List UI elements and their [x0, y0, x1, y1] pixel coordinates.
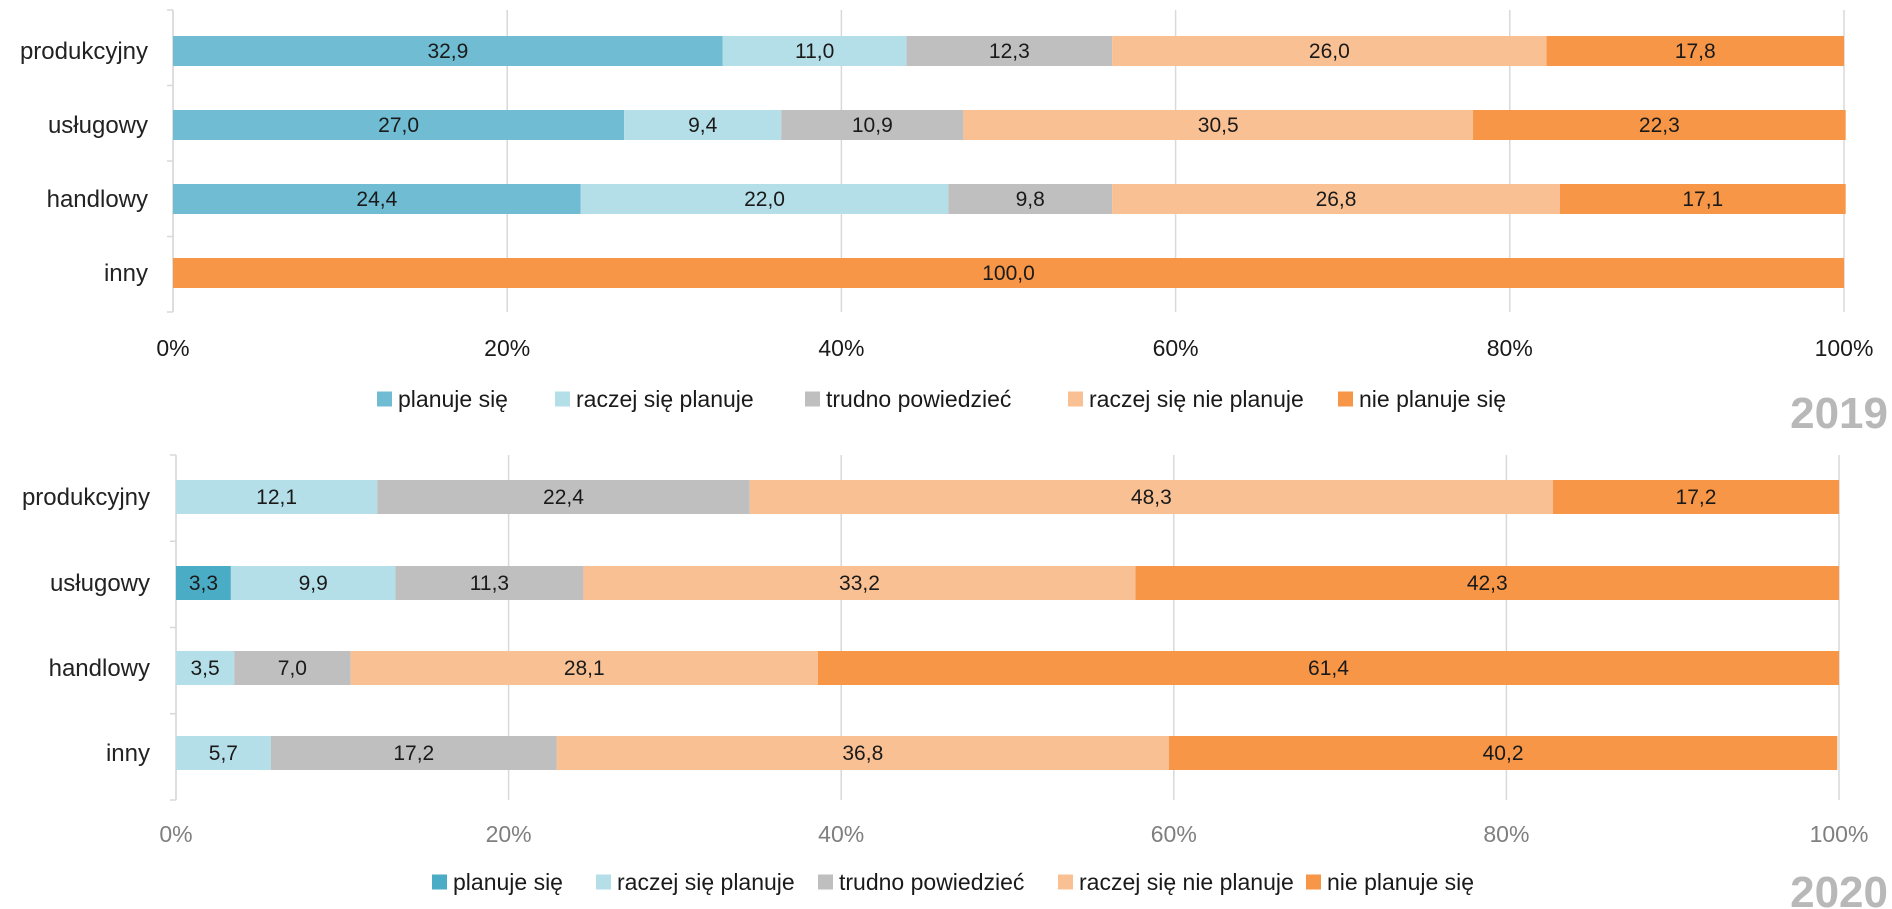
bar-data-label: 26,0	[1309, 40, 1350, 63]
legend-label: planuje się	[398, 386, 508, 412]
legend-swatch	[596, 875, 611, 890]
bar-data-label: 7,0	[278, 657, 307, 680]
x-tick-label: 100%	[1815, 335, 1874, 361]
legend-label: nie planuje się	[1359, 386, 1506, 412]
legend-label: raczej się planuje	[617, 869, 795, 895]
bar-data-label: 9,8	[1016, 188, 1045, 211]
x-tick-label: 80%	[1483, 821, 1529, 847]
bar-data-label: 32,9	[427, 40, 468, 63]
bar-data-label: 5,7	[209, 742, 238, 765]
bar-data-label: 27,0	[378, 114, 419, 137]
x-tick-label: 40%	[818, 335, 864, 361]
x-tick-label: 60%	[1151, 821, 1197, 847]
bar-data-label: 17,2	[393, 742, 434, 765]
category-label: inny	[106, 740, 150, 767]
x-tick-label: 20%	[484, 335, 530, 361]
legend-swatch	[377, 392, 392, 407]
x-tick-label: 60%	[1153, 335, 1199, 361]
x-tick-label: 100%	[1810, 821, 1869, 847]
bar-data-label: 48,3	[1131, 486, 1172, 509]
bar-data-label: 17,1	[1682, 188, 1723, 211]
bar-data-label: 28,1	[564, 657, 605, 680]
legend-label: raczej się nie planuje	[1079, 869, 1294, 895]
bar-data-label: 33,2	[839, 572, 880, 595]
legend-label: nie planuje się	[1327, 869, 1474, 895]
category-label: usługowy	[50, 570, 150, 597]
bar-data-label: 11,3	[470, 572, 509, 595]
bar-data-label: 22,0	[744, 188, 785, 211]
bar-data-label: 17,8	[1675, 40, 1716, 63]
bar-data-label: 17,2	[1676, 486, 1717, 509]
category-label: inny	[104, 260, 148, 287]
bar-data-label: 30,5	[1198, 114, 1239, 137]
x-tick-label: 0%	[159, 821, 192, 847]
bar-data-label: 61,4	[1308, 657, 1349, 680]
year-label: 2020	[1790, 868, 1888, 909]
x-tick-label: 80%	[1487, 335, 1533, 361]
legend-swatch	[805, 392, 820, 407]
x-tick-label: 20%	[486, 821, 532, 847]
legend-label: planuje się	[453, 869, 563, 895]
bar-data-label: 3,3	[189, 572, 218, 595]
bar-data-label: 24,4	[356, 188, 397, 211]
bar-data-label: 11,0	[795, 40, 834, 63]
bar-data-label: 42,3	[1467, 572, 1508, 595]
legend-swatch	[818, 875, 833, 890]
legend-swatch	[1068, 392, 1083, 407]
bar-data-label: 10,9	[852, 114, 893, 137]
bar-data-label: 3,5	[191, 657, 220, 680]
bar-data-label: 12,1	[256, 486, 297, 509]
legend-label: raczej się planuje	[576, 386, 754, 412]
bar-data-label: 9,9	[299, 572, 328, 595]
category-label: produkcyjny	[22, 484, 150, 511]
legend-label: trudno powiedzieć	[839, 869, 1024, 895]
bar-data-label: 12,3	[989, 40, 1030, 63]
bar-data-label: 22,3	[1639, 114, 1680, 137]
bar-data-label: 40,2	[1483, 742, 1524, 765]
x-tick-label: 0%	[156, 335, 189, 361]
legend-swatch	[555, 392, 570, 407]
year-label: 2019	[1790, 389, 1888, 438]
category-label: handlowy	[47, 186, 148, 213]
category-label: produkcyjny	[20, 38, 148, 65]
bar-data-label: 9,4	[688, 114, 718, 137]
category-label: usługowy	[48, 112, 148, 139]
bar-data-label: 100,0	[982, 262, 1035, 285]
legend-swatch	[1306, 875, 1321, 890]
legend-label: raczej się nie planuje	[1089, 386, 1304, 412]
category-label: handlowy	[49, 655, 150, 682]
legend-swatch	[1338, 392, 1353, 407]
x-tick-label: 40%	[818, 821, 864, 847]
legend-swatch	[1058, 875, 1073, 890]
legend-label: trudno powiedzieć	[826, 386, 1011, 412]
legend-swatch	[432, 875, 447, 890]
bar-data-label: 22,4	[543, 486, 584, 509]
bar-data-label: 26,8	[1316, 188, 1357, 211]
bar-data-label: 36,8	[842, 742, 883, 765]
